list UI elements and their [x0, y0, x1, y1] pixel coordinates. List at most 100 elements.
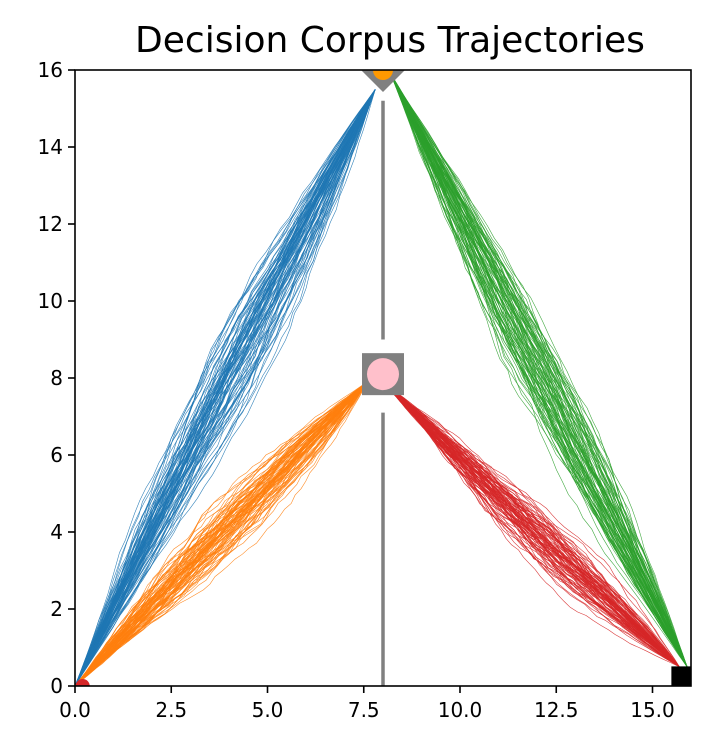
trajectory-line — [382, 381, 680, 668]
series-2 — [75, 381, 368, 686]
chart-title: Decision Corpus Trajectories — [135, 20, 645, 61]
trajectory-line — [390, 73, 688, 667]
trajectory-line — [390, 73, 688, 667]
trajectory-line — [390, 73, 688, 667]
trajectory-line — [75, 89, 376, 686]
goal-square-marker — [671, 666, 692, 687]
trajectory-line — [390, 73, 688, 667]
x-tick-label: 10.0 — [438, 698, 483, 722]
trajectory-line — [390, 73, 688, 667]
trajectory-line — [75, 381, 368, 686]
series-1 — [75, 89, 376, 686]
trajectory-line — [75, 89, 376, 686]
trajectory-line — [390, 73, 688, 667]
trajectory-line — [390, 73, 688, 667]
trajectory-line — [75, 381, 368, 686]
trajectory-line — [75, 381, 368, 686]
trajectory-line — [75, 89, 376, 686]
trajectory-line — [390, 73, 688, 667]
y-axis: 0 2 4 6 8 10 12 14 16 — [38, 58, 75, 698]
trajectory-line — [75, 89, 376, 686]
trajectory-line — [75, 89, 376, 686]
trajectory-line — [75, 89, 376, 686]
trajectory-line — [75, 89, 376, 686]
trajectory-line — [75, 381, 368, 686]
trajectory-line — [390, 73, 688, 667]
trajectory-line — [390, 73, 688, 667]
trajectory-line — [390, 73, 688, 667]
trajectory-line — [75, 381, 368, 686]
trajectory-line — [382, 381, 680, 668]
trajectory-line — [382, 381, 680, 667]
x-tick-label: 15.0 — [630, 698, 675, 722]
trajectory-line — [75, 89, 376, 686]
trajectory-line — [75, 381, 368, 686]
trajectory-line — [390, 73, 688, 667]
trajectory-line — [75, 89, 376, 686]
trajectory-line — [75, 381, 368, 686]
trajectory-line — [390, 73, 688, 667]
trajectory-line — [75, 89, 376, 686]
trajectory-line — [382, 381, 680, 668]
trajectory-line — [75, 89, 376, 686]
trajectory-line — [382, 381, 680, 668]
x-tick-label: 2.5 — [155, 698, 187, 722]
x-tick-label: 12.5 — [534, 698, 579, 722]
y-tick-label: 0 — [50, 674, 63, 698]
y-tick-label: 8 — [50, 366, 63, 390]
series-3 — [390, 73, 688, 667]
trajectory-line — [390, 73, 688, 667]
plot-area — [75, 73, 688, 686]
trajectory-line — [75, 381, 368, 686]
trajectory-line — [75, 89, 376, 686]
trajectory-line — [75, 89, 376, 686]
trajectory-line — [390, 73, 688, 667]
trajectory-line — [390, 73, 688, 667]
trajectory-line — [382, 381, 680, 668]
trajectory-line — [75, 89, 376, 686]
trajectory-line — [382, 381, 680, 667]
series-4 — [382, 381, 680, 668]
trajectory-line — [390, 73, 688, 667]
x-tick-label: 7.5 — [348, 698, 380, 722]
trajectory-line — [75, 89, 376, 686]
y-tick-label: 4 — [50, 520, 63, 544]
trajectory-line — [390, 73, 688, 667]
trajectory-line — [75, 89, 376, 686]
trajectory-line — [75, 381, 368, 686]
trajectory-line — [75, 381, 368, 686]
x-tick-label: 5.0 — [252, 698, 284, 722]
trajectory-line — [382, 381, 680, 668]
x-axis: 0.0 2.5 5.0 7.5 10.0 12.5 15.0 — [59, 686, 675, 722]
trajectory-line — [390, 73, 688, 667]
trajectory-line — [75, 381, 368, 686]
hub-circle-marker — [367, 358, 399, 391]
x-tick-label: 0.0 — [59, 698, 91, 722]
trajectory-line — [390, 73, 688, 667]
top-circle-marker — [373, 70, 393, 80]
y-tick-label: 10 — [38, 289, 63, 313]
trajectory-line — [390, 73, 688, 667]
trajectory-line — [75, 89, 376, 686]
y-tick-label: 12 — [38, 212, 63, 236]
trajectory-line — [382, 381, 680, 667]
trajectory-line — [382, 381, 680, 667]
top-diamond-marker — [361, 70, 405, 92]
y-tick-label: 6 — [50, 443, 63, 467]
trajectory-line — [390, 73, 688, 667]
trajectory-line — [390, 73, 688, 667]
trajectory-line — [75, 89, 376, 686]
marker-layer — [75, 70, 692, 687]
trajectory-line — [75, 381, 368, 686]
trajectory-line — [75, 381, 368, 686]
trajectory-line — [382, 381, 680, 668]
trajectory-line — [75, 89, 376, 686]
y-tick-label: 14 — [38, 135, 63, 159]
trajectory-line — [382, 381, 680, 668]
trajectory-line — [390, 73, 688, 667]
trajectory-line — [390, 73, 688, 667]
trajectory-line — [75, 89, 376, 686]
trajectory-line — [75, 381, 368, 686]
y-tick-label: 16 — [38, 58, 63, 82]
